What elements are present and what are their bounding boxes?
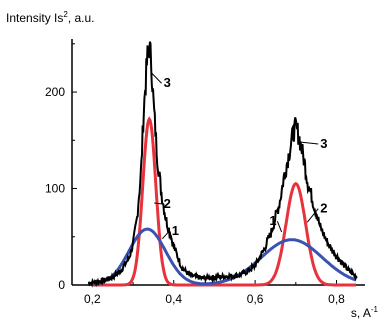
annotation-leader (154, 202, 162, 205)
annotation-leader (301, 141, 319, 145)
annotation-leader (161, 230, 171, 240)
x-tick-label: 0,8 (328, 292, 345, 306)
x-axis-label: s, A-1 (350, 305, 378, 320)
series-2-curve (92, 116, 356, 287)
x-tick-label: 0,6 (247, 292, 264, 306)
annotation-leader (150, 72, 162, 84)
annotation-label-1: 1 (269, 213, 276, 228)
y-tick-label: 0 (58, 278, 65, 292)
y-tick-label: 100 (45, 182, 65, 196)
annotation-label-1: 1 (172, 223, 179, 238)
y-axis-label: Intensity Is2, a.u. (6, 10, 95, 25)
annotation-label-3: 3 (320, 136, 327, 151)
annotation-leader (306, 208, 319, 223)
y-tick-label: 200 (45, 85, 65, 99)
series-3-curve (87, 41, 358, 288)
annotation-label-3: 3 (164, 75, 171, 90)
series-1-curve (92, 227, 357, 286)
annotation-label-2: 2 (164, 196, 171, 211)
annotation-leader (276, 221, 283, 233)
x-tick-label: 0,2 (84, 292, 101, 306)
x-tick-label: 0,4 (165, 292, 182, 306)
annotation-label-2: 2 (320, 201, 327, 216)
